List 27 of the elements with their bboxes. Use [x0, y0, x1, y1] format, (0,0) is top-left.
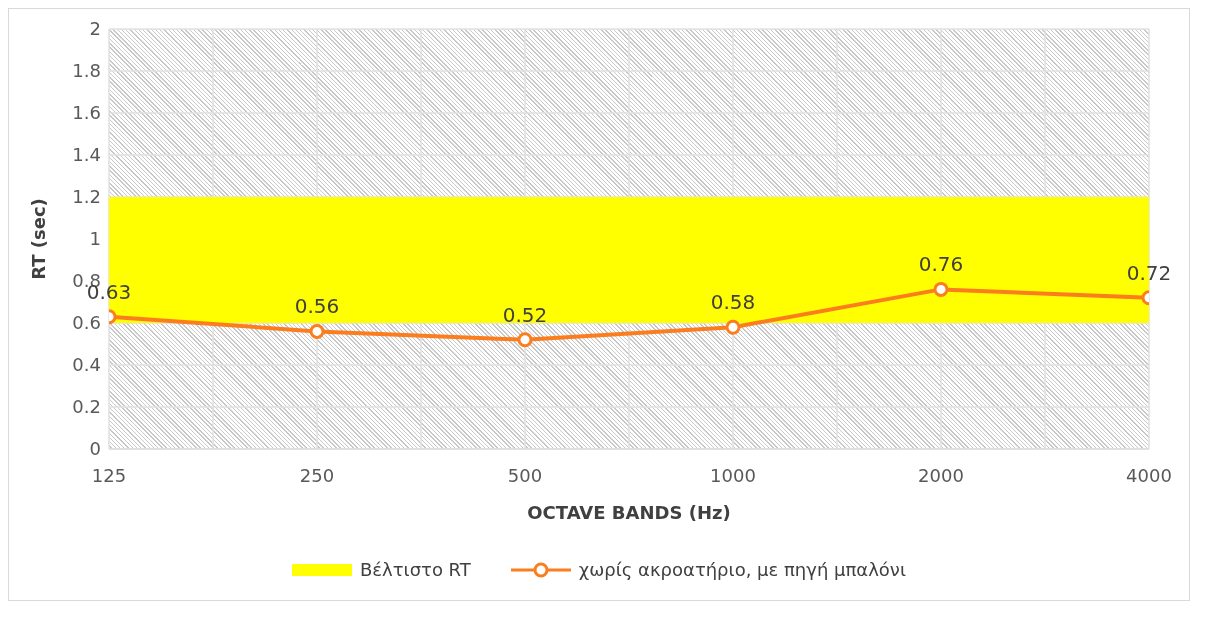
data-label: 0.58 [710, 290, 756, 315]
y-tick-label: 1.6 [72, 102, 101, 124]
x-tick-label: 250 [299, 464, 335, 486]
x-tick-label: 2000 [918, 464, 964, 486]
x-axis-title: OCTAVE BANDS (Hz) [527, 502, 731, 523]
data-label: 0.72 [1126, 260, 1172, 285]
x-tick-label: 1000 [710, 464, 756, 486]
point [725, 319, 741, 335]
data-label: 0.52 [502, 302, 548, 327]
x-tick-label: 125 [91, 464, 127, 486]
y-tick-label: 1 [89, 228, 101, 250]
legend-label: χωρίς ακροατήριο, με πηγή μπαλόνι [578, 559, 906, 580]
y-tick-label: 0.2 [72, 396, 101, 418]
x-tick-label: 500 [507, 464, 543, 486]
y-axis-title: RT (sec) [28, 198, 50, 280]
data-label: 0.56 [294, 294, 340, 319]
y-tick-label: 0 [89, 438, 101, 460]
legend-label: Βέλτιστο RT [359, 559, 471, 580]
point [517, 332, 533, 348]
y-tick-label: 0.4 [72, 354, 101, 376]
y-tick-label: 1.8 [72, 60, 101, 82]
y-tick-label: 0.6 [72, 312, 101, 334]
y-tick-label: 1.2 [72, 186, 101, 208]
y-tick-label: 2 [89, 18, 101, 40]
x-tick-label: 4000 [1126, 464, 1172, 486]
data-label: 0.76 [918, 252, 964, 277]
y-tick-label: 1.4 [72, 144, 101, 166]
